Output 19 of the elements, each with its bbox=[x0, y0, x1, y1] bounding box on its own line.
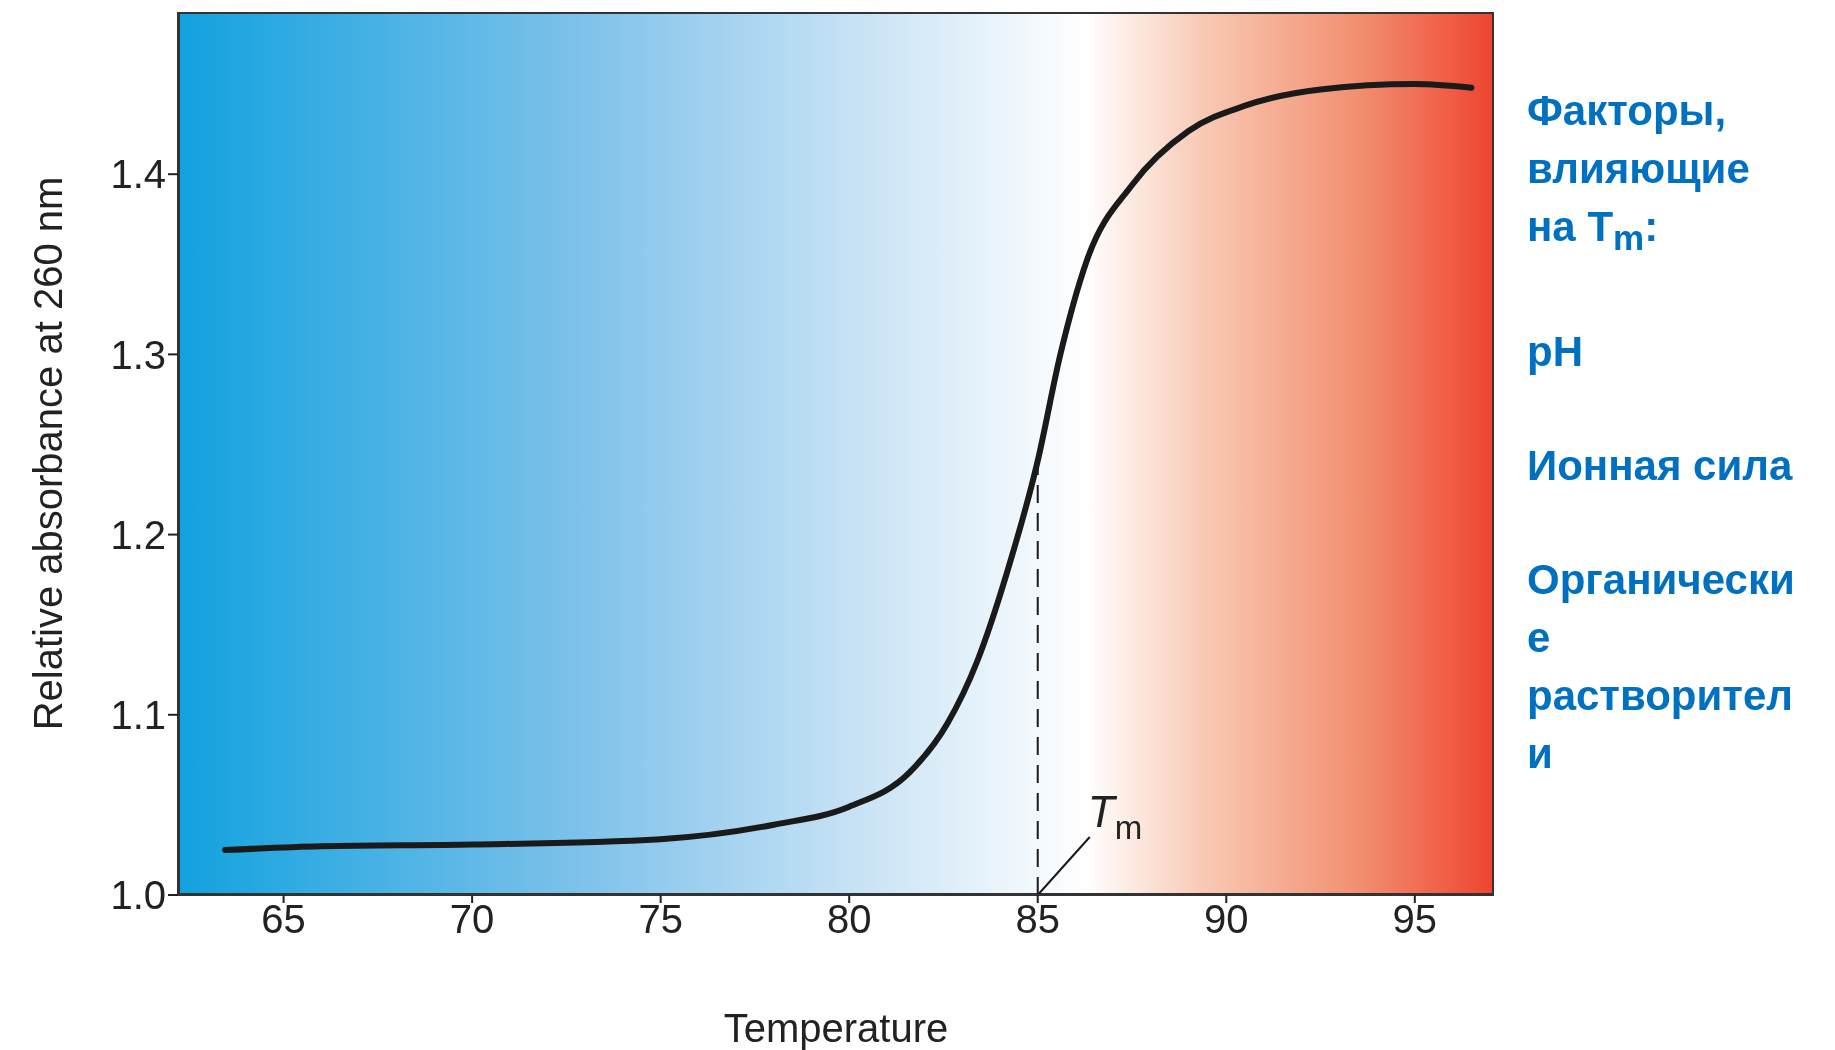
x-tick-label: 90 bbox=[1204, 897, 1249, 942]
x-axis-title: Temperature bbox=[723, 1006, 949, 1050]
text: pH bbox=[1527, 327, 1584, 378]
x-tick-label: 85 bbox=[1015, 897, 1060, 942]
x-tick-label: 80 bbox=[826, 897, 872, 942]
y-tick-label: 1.3 bbox=[110, 332, 166, 377]
text: Ионная сила bbox=[1527, 441, 1794, 492]
ref-line-label: T$_{m}$ bbox=[1087, 787, 1143, 846]
x-tick-label: 75 bbox=[638, 897, 683, 942]
y-tick-label: 1.4 bbox=[110, 152, 166, 197]
y-tick-label: 1.0 bbox=[110, 873, 166, 918]
text: Органические растворители bbox=[1527, 555, 1796, 780]
text: Факторы, влияющие на T$_{m}$: bbox=[1527, 86, 1751, 260]
y-tick-label: 1.2 bbox=[110, 512, 166, 557]
x-tick-label: 65 bbox=[261, 897, 306, 942]
y-axis-title: Relative absorbance at 260 nm bbox=[26, 176, 71, 731]
y-tick-label: 1.1 bbox=[110, 693, 166, 737]
x-tick-label: 70 bbox=[449, 897, 495, 942]
x-tick-label: 95 bbox=[1392, 897, 1438, 942]
